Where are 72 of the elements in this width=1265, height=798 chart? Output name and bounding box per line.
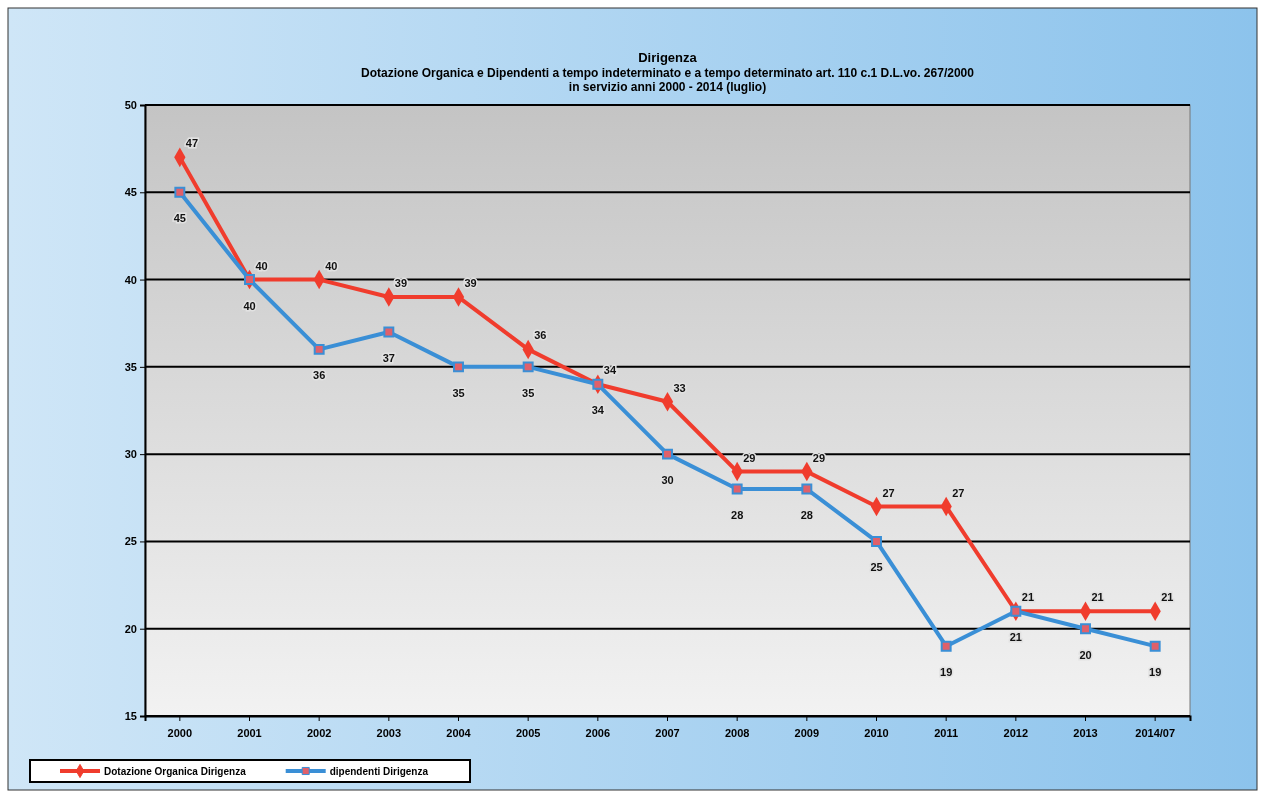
point <box>592 378 604 390</box>
x-tick-label: 2010 <box>864 727 889 740</box>
x-tick-label: 2013 <box>1073 727 1098 740</box>
y-tick-label: 40 <box>124 273 137 286</box>
y-tick-label: 20 <box>124 622 137 635</box>
point <box>1080 623 1091 635</box>
data-label: 27 <box>882 486 895 499</box>
x-tick-label: 2006 <box>585 727 611 740</box>
x-tick-label: 2005 <box>515 727 541 740</box>
data-label: 39 <box>464 277 477 290</box>
data-label: 20 <box>1079 648 1092 661</box>
point <box>801 483 813 495</box>
data-label: 34 <box>603 364 617 377</box>
point <box>383 326 395 338</box>
x-tick-label: 2008 <box>724 727 750 740</box>
point <box>244 274 255 286</box>
x-tick-label: 2014/07 <box>1135 727 1176 740</box>
chart-title: Dirigenza <box>638 50 698 65</box>
data-label: 47 <box>185 137 199 150</box>
data-label: 21 <box>1161 591 1174 604</box>
data-label: 36 <box>534 329 547 342</box>
chart-subtitle: Dotazione Organica e Dipendenti a tempo indeterminato e a tempo determinato art. 110 c.1 D.L.vo. 267/2000 in servizio anni 2000 - 2014 (luglio) <box>361 66 975 94</box>
point <box>731 483 743 495</box>
data-label: 37 <box>382 351 395 364</box>
data-label: 21 <box>1091 591 1104 604</box>
x-tick-label: 2002 <box>306 727 332 740</box>
point <box>940 640 952 652</box>
y-tick-label: 35 <box>124 360 137 373</box>
x-tick-label: 2007 <box>655 727 680 740</box>
point <box>174 186 186 198</box>
x-tick-label: 2003 <box>376 727 402 740</box>
y-tick-label: 15 <box>124 710 137 723</box>
legend-label: dipendenti Dirigenza <box>329 766 429 777</box>
data-label: 21 <box>1021 591 1035 604</box>
point <box>313 343 325 355</box>
data-label: 28 <box>800 509 813 522</box>
point <box>1149 640 1161 652</box>
y-tick-label: 25 <box>124 535 137 548</box>
data-label: 45 <box>173 212 186 225</box>
point <box>662 448 673 460</box>
point <box>453 361 464 373</box>
data-label: 28 <box>731 509 744 522</box>
data-label: 40 <box>325 259 338 272</box>
point <box>522 361 534 373</box>
x-tick-label: 2009 <box>794 727 820 740</box>
data-label: 40 <box>243 299 256 312</box>
data-label: 35 <box>522 386 535 399</box>
data-label: 34 <box>591 404 605 417</box>
x-tick-label: 2004 <box>446 727 472 740</box>
point <box>871 535 882 547</box>
data-label: 40 <box>255 259 268 272</box>
y-tick-label: 30 <box>124 448 137 461</box>
data-label: 19 <box>940 666 953 679</box>
legend-label: Dotazione Organica Dirigenza <box>104 766 247 777</box>
data-label: 25 <box>870 561 883 574</box>
x-tick-label: 2001 <box>237 727 262 740</box>
data-label: 29 <box>812 451 826 464</box>
data-label: 27 <box>952 486 965 499</box>
data-label: 19 <box>1149 666 1162 679</box>
point <box>1010 605 1022 617</box>
data-label: 29 <box>743 451 756 464</box>
data-label: 21 <box>1009 631 1022 644</box>
x-tick-label: 2000 <box>167 727 193 740</box>
y-tick-label: 50 <box>124 99 137 112</box>
x-tick-label: 2011 <box>934 727 959 740</box>
data-label: 36 <box>313 369 326 382</box>
data-label: 35 <box>452 386 465 399</box>
data-label: 39 <box>394 277 408 290</box>
data-label: 30 <box>661 474 674 487</box>
data-label: 33 <box>673 381 686 394</box>
y-tick-label: 45 <box>124 186 137 199</box>
x-tick-label: 2012 <box>1003 727 1029 740</box>
